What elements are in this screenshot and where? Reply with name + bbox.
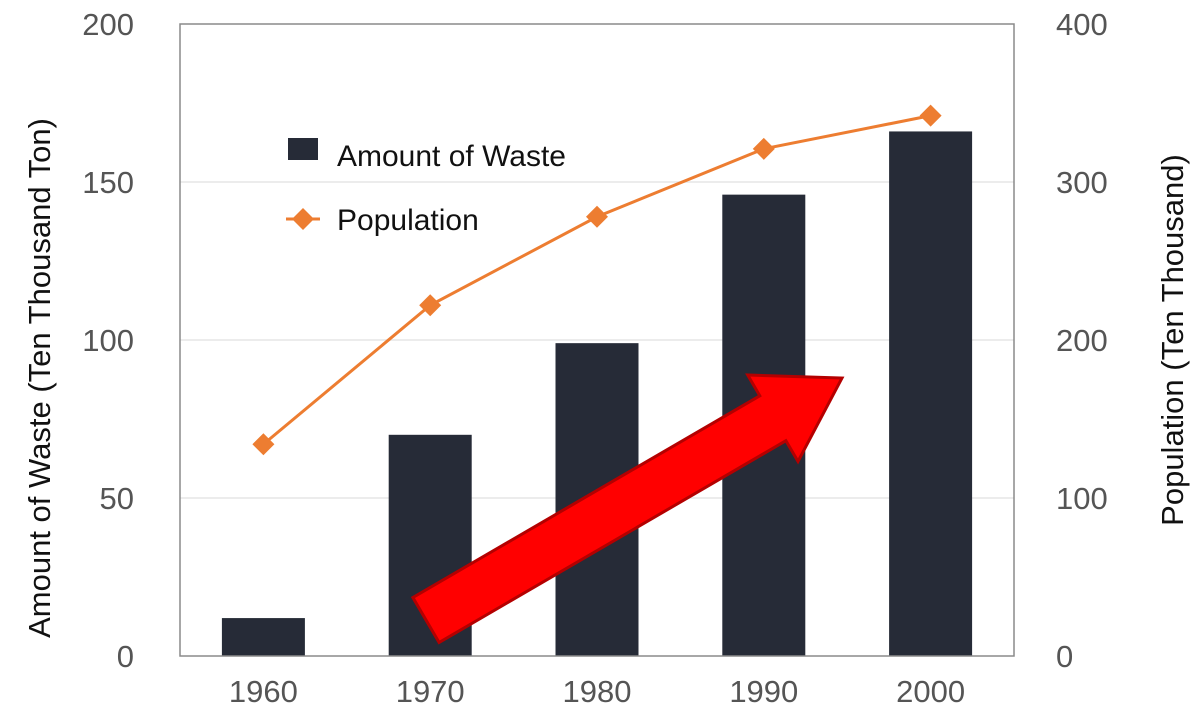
- population-marker-2000: [919, 104, 942, 127]
- right-tick-label: 400: [1056, 7, 1108, 42]
- x-tick-label: 1960: [229, 674, 298, 709]
- x-tick-label: 1990: [729, 674, 798, 709]
- right-axis-title: Population (Ten Thousand): [1155, 154, 1190, 526]
- plot-area-frame: [179, 23, 1015, 657]
- left-tick-label: 100: [82, 323, 134, 358]
- population-line-series: [252, 104, 942, 456]
- left-axis-ticks: 0 50 100 150 200: [82, 7, 134, 674]
- bar-2000: [889, 131, 973, 656]
- left-tick-label: 0: [117, 639, 134, 674]
- x-tick-label: 1980: [563, 674, 632, 709]
- right-tick-label: 100: [1056, 481, 1108, 516]
- population-marker-1960: [252, 433, 275, 456]
- right-tick-label: 200: [1056, 323, 1108, 358]
- right-tick-label: 0: [1056, 639, 1073, 674]
- right-axis-ticks: 0 100 200 300 400: [1056, 7, 1108, 674]
- trend-arrow-shape: [410, 373, 845, 645]
- legend-label-population: Population: [337, 204, 479, 237]
- x-tick-label: 1970: [396, 674, 465, 709]
- right-tick-label: 300: [1056, 165, 1108, 200]
- population-marker-1990: [752, 137, 775, 160]
- x-axis-ticks: 1960 1970 1980 1990 2000: [229, 674, 965, 709]
- population-marker-1970: [419, 294, 442, 317]
- left-axis-title: Amount of Waste (Ten Thousand Ton): [22, 118, 57, 638]
- legend-label-waste: Amount of Waste: [337, 140, 566, 173]
- population-marker-1980: [586, 205, 608, 228]
- legend-swatch-waste: [288, 138, 318, 160]
- left-tick-label: 50: [100, 481, 134, 516]
- legend: Amount of Waste Population: [286, 138, 566, 237]
- trend-arrow: [410, 373, 845, 645]
- x-tick-label: 2000: [896, 674, 965, 709]
- legend-diamond-marker: [292, 208, 314, 230]
- left-tick-label: 200: [82, 7, 134, 42]
- left-tick-label: 150: [82, 165, 134, 200]
- bar-1960: [221, 618, 305, 656]
